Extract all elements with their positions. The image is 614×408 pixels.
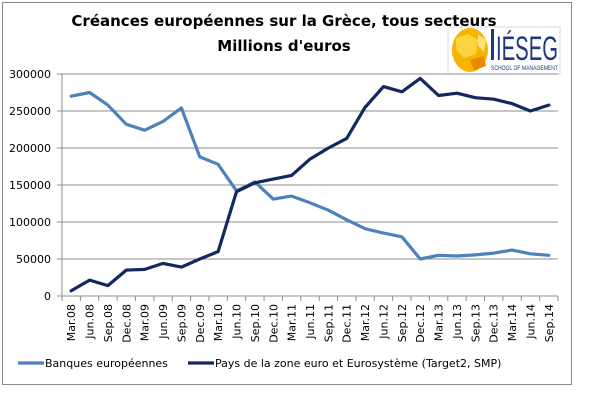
x-tick-label: Jun.14 [524,304,537,340]
x-tick-label: Jun.10 [231,304,244,340]
legend-label-1: Banques européennes [45,357,168,370]
x-tick-label: Jun.12 [377,304,390,340]
x-tick-label: Dec.10 [267,304,280,343]
y-tick-label: 150000 [9,179,51,192]
x-tick-label: Mar.09 [139,304,152,341]
x-tick-label: Jun.11 [304,304,317,340]
y-tick-label: 200000 [9,142,51,155]
logo-bar [491,29,494,60]
x-tick-label: Dec.09 [194,304,207,343]
y-tick-label: 250000 [9,105,51,118]
chart-subtitle: Millions d'euros [217,37,351,55]
logo-name: IÉSEG [496,30,558,68]
axes: 0 50000 100000 150000 200000 250000 300000 Mar.… [9,68,559,343]
series [69,76,551,293]
legend: Banques européennes Pays de la zone euro … [18,357,501,370]
legend-label-2: Pays de la zone euro et Eurosystème (Tar… [215,357,501,370]
x-tick-label: Dec.12 [414,304,427,343]
x-tick-label: Mar.13 [433,304,446,341]
x-tick-label: Dec.08 [120,304,133,343]
x-tick-label: Sep.08 [102,304,115,342]
series-line-2 [69,76,551,293]
globe-icon [452,28,488,72]
ieseg-logo: IÉSEG SCHOOL OF MANAGEMENT [447,26,561,75]
x-tick-label: Jun.09 [157,304,170,340]
x-tick-label: Sep.10 [249,304,262,342]
x-tick-label: Sep.14 [543,304,556,342]
y-tick-label: 50000 [16,253,51,266]
x-tick-label: Sep.11 [322,304,335,342]
x-tick-label: Sep.12 [396,304,409,342]
y-tick-label: 300000 [9,68,51,81]
x-tick-label: Dec.11 [341,304,354,343]
chart-title: Créances européennes sur la Grèce, tous … [71,12,496,30]
x-tick-label: Jun.13 [451,304,464,340]
x-tick-label: Mar.10 [212,304,225,341]
x-tick-label: Sep.09 [175,304,188,342]
logo-tagline: SCHOOL OF MANAGEMENT [491,65,558,72]
gridlines [62,73,558,260]
x-tick-label: Dec.13 [488,304,501,343]
x-tick-label: Mar.11 [286,304,299,341]
y-tick-label: 0 [44,290,51,303]
x-tick-label: Mar.14 [506,304,519,341]
x-tick-label: Mar.12 [359,304,372,341]
x-tick-label: Sep.13 [469,304,482,342]
x-tick-label: Jun.08 [84,304,97,340]
series-line-1 [69,90,551,261]
x-tick-label: Mar.08 [65,304,78,341]
y-tick-label: 100000 [9,216,51,229]
